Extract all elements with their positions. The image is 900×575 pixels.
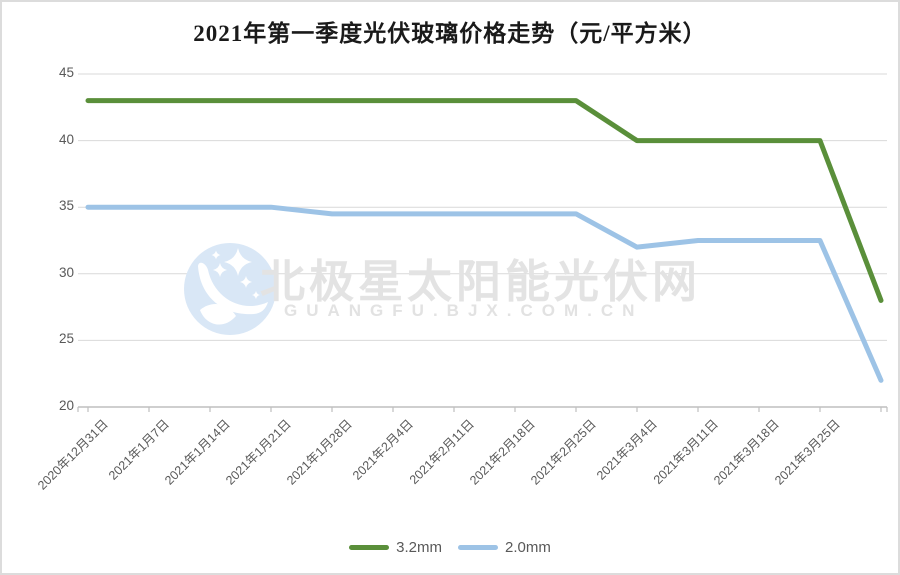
legend-item-3-2mm: 3.2mm bbox=[349, 539, 442, 556]
y-tick-label: 35 bbox=[58, 198, 74, 214]
y-tick-label: 45 bbox=[58, 65, 74, 80]
legend-swatch-3-2mm-icon bbox=[349, 545, 390, 550]
legend-swatch-2-0mm-icon bbox=[458, 545, 498, 550]
y-tick-label: 30 bbox=[58, 264, 74, 280]
chart-title: 2021年第一季度光伏玻璃价格走势（元/平方米） bbox=[193, 21, 707, 46]
legend-item-2-0mm: 2.0mm bbox=[458, 539, 551, 556]
legend: 3.2mm 2.0mm bbox=[2, 539, 898, 556]
y-tick-label: 40 bbox=[58, 131, 74, 147]
y-tick-label: 20 bbox=[58, 398, 74, 413]
legend-label-2-0mm: 2.0mm bbox=[505, 539, 551, 556]
legend-label-3-2mm: 3.2mm bbox=[396, 539, 442, 556]
y-tick-label: 25 bbox=[58, 331, 74, 347]
